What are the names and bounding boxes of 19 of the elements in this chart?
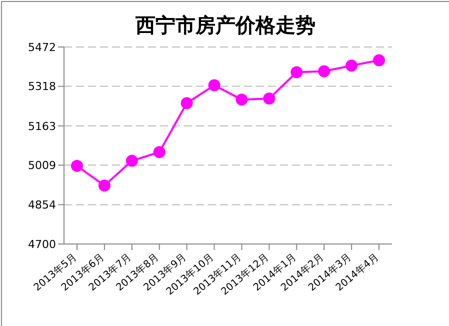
point [71, 160, 83, 172]
point [346, 60, 358, 72]
point [236, 94, 248, 106]
point [318, 65, 330, 78]
y-tick-label: 5318 [28, 80, 56, 94]
point [126, 154, 138, 167]
y-tick-label: 4854 [28, 198, 56, 212]
y-tick-label: 4700 [28, 238, 56, 251]
y-tick-label: 5472 [28, 40, 56, 54]
point [263, 92, 276, 105]
point [153, 146, 166, 158]
point [373, 54, 385, 66]
point [98, 180, 110, 192]
chart-title: 西宁市房产价格走势 [134, 12, 316, 39]
point [290, 66, 303, 78]
point [180, 97, 193, 110]
point [208, 79, 220, 92]
y-tick-label: 5163 [28, 120, 56, 133]
y-tick-label: 5009 [28, 159, 56, 172]
